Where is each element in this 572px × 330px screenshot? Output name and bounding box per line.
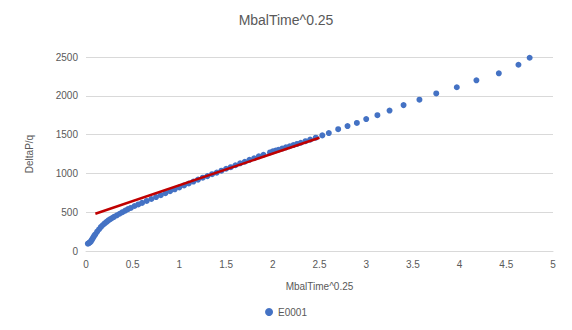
svg-text:1: 1 [177, 259, 183, 270]
svg-text:MbalTime^0.25: MbalTime^0.25 [286, 281, 354, 292]
svg-text:2: 2 [270, 259, 276, 270]
svg-text:0: 0 [72, 246, 78, 257]
svg-text:0: 0 [83, 259, 89, 270]
svg-text:1000: 1000 [56, 168, 79, 179]
svg-text:E0001: E0001 [278, 307, 307, 318]
svg-text:500: 500 [61, 207, 78, 218]
svg-text:3.5: 3.5 [406, 259, 420, 270]
svg-text:3: 3 [363, 259, 369, 270]
svg-text:0.5: 0.5 [126, 259, 140, 270]
svg-text:2500: 2500 [56, 52, 79, 63]
svg-text:MbalTime^0.25: MbalTime^0.25 [239, 12, 334, 28]
svg-text:4.5: 4.5 [499, 259, 513, 270]
svg-text:4: 4 [457, 259, 463, 270]
svg-text:DeltaP/q: DeltaP/q [24, 135, 35, 173]
svg-text:5: 5 [550, 259, 556, 270]
svg-text:1.5: 1.5 [219, 259, 233, 270]
svg-text:2000: 2000 [56, 90, 79, 101]
svg-text:2.5: 2.5 [313, 259, 327, 270]
svg-text:1500: 1500 [56, 129, 79, 140]
